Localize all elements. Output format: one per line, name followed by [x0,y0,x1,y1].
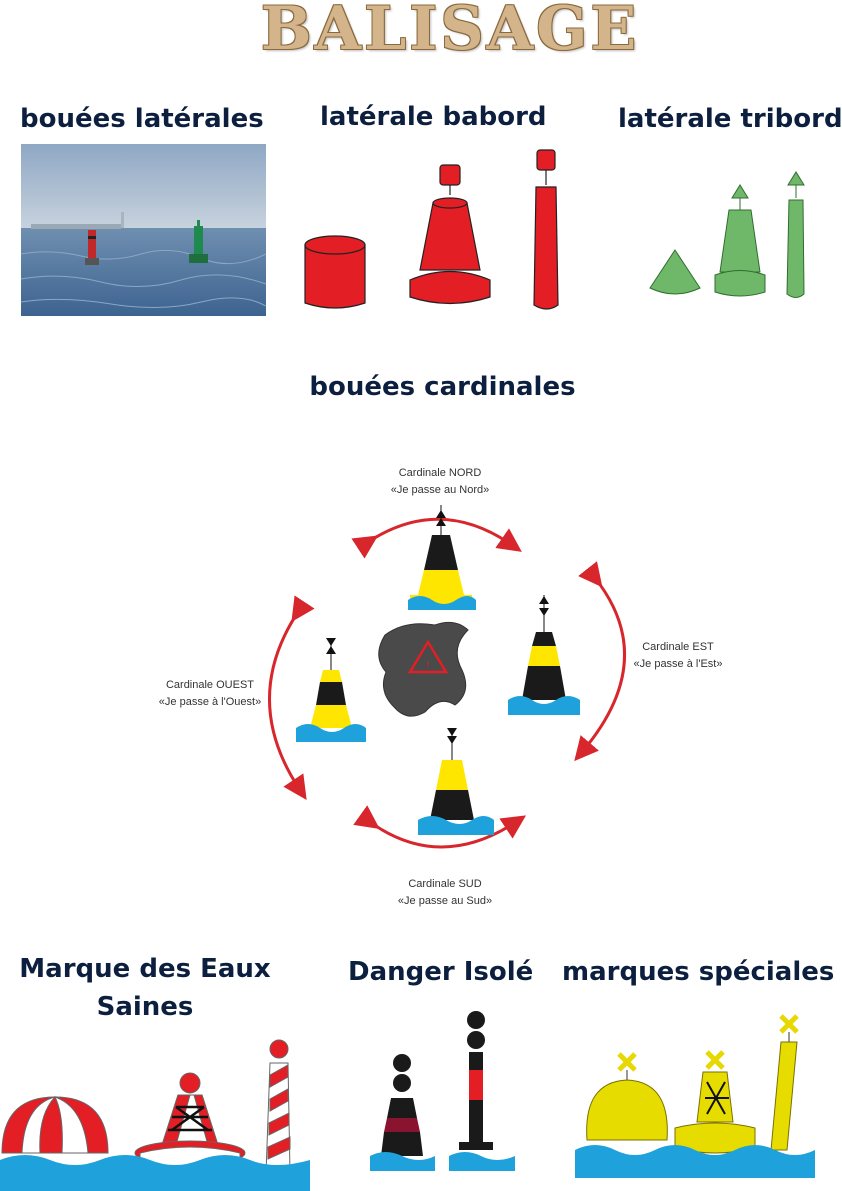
west-cardinal-buoy [296,638,366,742]
south-cardinal-buoy [418,728,494,835]
svg-text:!: ! [427,660,430,671]
green-spar-buoy [786,171,805,298]
label-cardinale-est: Cardinale EST [642,641,714,653]
red-white-spar-buoy [265,1039,291,1174]
label-nord-sub: «Je passe au Nord» [390,484,490,496]
heading-bouees-cardinales: bouées cardinales [309,372,576,402]
label-cardinale-sud: Cardinale SUD [408,878,482,890]
yellow-tower-buoy [674,1050,756,1154]
label-ouest-sub: «Je passe à l'Ouest» [158,696,262,708]
page-title: BALISAGE [260,0,640,64]
heading-eaux-saines: Marque des Eaux Saines [19,954,271,1022]
tribord-buoys [649,171,805,298]
red-buoy-photo [85,230,99,265]
red-can-buoy [304,235,366,309]
north-cardinal-buoy [408,505,476,610]
red-spar-buoy [533,149,559,310]
isolated-danger-buoys [370,1011,515,1171]
cardinal-diagram: ! [268,505,627,849]
yellow-spar-buoy [770,1014,799,1151]
babord-buoys [304,149,559,310]
red-white-spherical-buoy [1,1096,109,1154]
heading-marques-speciales: marques spéciales [562,957,835,987]
heading-laterale-babord: latérale babord [320,102,547,132]
isolated-danger-tower-buoy [370,1054,435,1171]
heading-danger-isole: Danger Isolé [348,957,534,987]
photo-lateral-buoys [20,144,267,316]
heading-bouees-laterales: bouées latérales [20,104,264,134]
green-buoy-photo [189,220,208,263]
isolated-danger-spar-buoy [449,1011,515,1171]
green-conical-buoy [649,249,701,295]
special-marks-buoys [575,1014,815,1178]
label-sud-sub: «Je passe au Sud» [397,895,493,907]
safe-water-buoys [0,1039,310,1191]
green-tower-buoy [714,184,766,297]
heading-laterale-tribord: latérale tribord [618,104,842,134]
label-cardinale-nord: Cardinale NORD [398,467,482,479]
yellow-spherical-buoy [586,1052,668,1141]
east-cardinal-buoy [508,595,580,715]
label-cardinale-ouest: Cardinale OUEST [165,679,255,691]
label-est-sub: «Je passe à l'Est» [633,658,723,670]
red-conical-can-buoy [409,164,491,305]
